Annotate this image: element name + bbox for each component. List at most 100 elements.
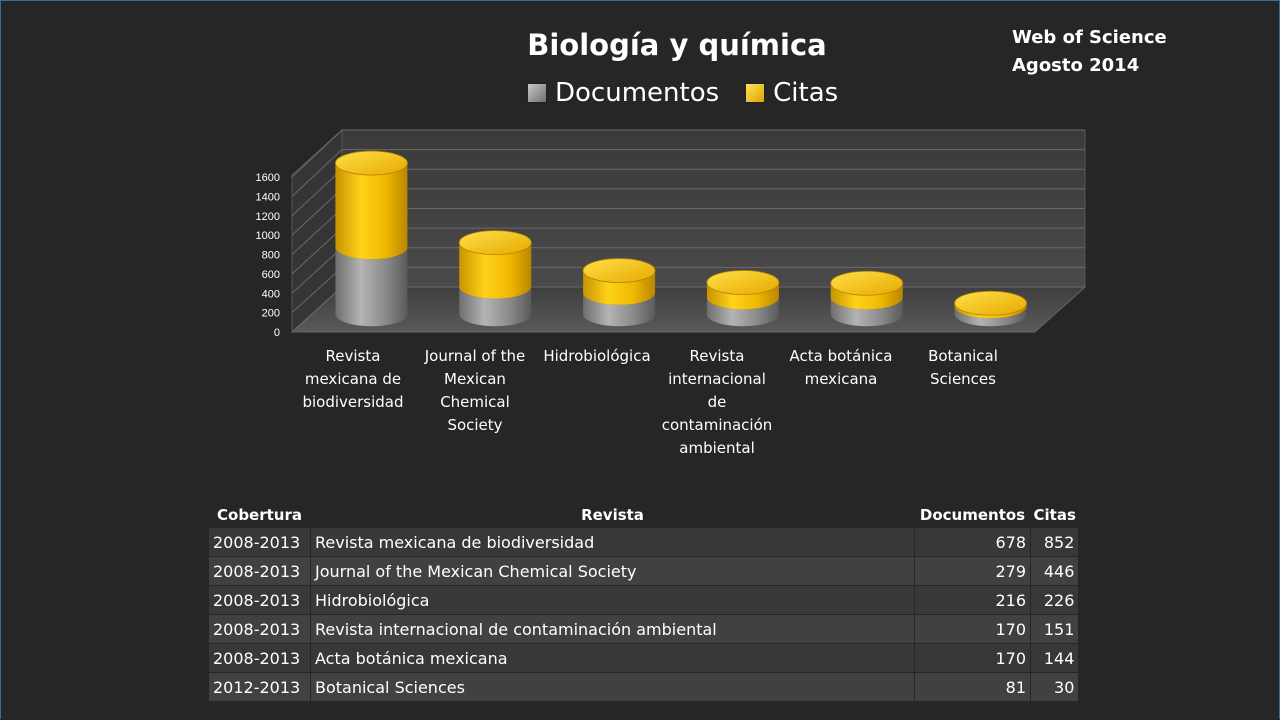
chart-legend: Documentos Citas — [527, 78, 856, 108]
header-revista: Revista — [581, 505, 644, 524]
bar-citas — [954, 303, 1027, 319]
x-category-label: Revista mexicana de biodiversidad — [288, 345, 418, 414]
bar-citas-top — [458, 230, 532, 256]
bar-citas-top — [335, 150, 408, 176]
cell-documentos: 216 — [914, 585, 1031, 615]
x-category-line: Botanical — [928, 347, 998, 365]
cell-citas: 446 — [1029, 556, 1080, 586]
bar-citas — [459, 242, 532, 299]
table-header-row: Cobertura Revista Documentos Citas — [209, 502, 1079, 528]
table-row: 2008-2013 Revista internacional de contam… — [208, 614, 1080, 644]
cell-revista: Acta botánica mexicana — [310, 643, 915, 673]
legend-item-documentos: Documentos — [527, 78, 719, 108]
x-category-line: ambiental — [679, 439, 755, 457]
cell-revista: Botanical Sciences — [310, 672, 915, 702]
cell-revista: Revista internacional de contaminación a… — [310, 614, 915, 644]
bar-documentos — [954, 306, 1027, 327]
table-row: 2008-2013 Acta botánica mexicana 170 144 — [208, 643, 1080, 673]
gridline — [291, 149, 1085, 197]
cell-citas: 144 — [1029, 643, 1080, 673]
bars — [335, 150, 1027, 327]
x-category-line: Acta botánica — [789, 347, 893, 365]
cell-citas: 151 — [1029, 614, 1080, 644]
header-cobertura: Cobertura — [217, 505, 302, 524]
cell-cobertura: 2008-2013 — [208, 556, 311, 586]
x-category-line: internacional — [668, 370, 766, 388]
cell-citas: 852 — [1029, 527, 1080, 557]
cell-documentos: 279 — [914, 556, 1031, 586]
source-line-1: Web of Science — [1012, 27, 1167, 48]
bar-documentos — [706, 297, 779, 327]
table-row: 2008-2013 Journal of the Mexican Chemical… — [208, 556, 1080, 586]
cell-documentos: 81 — [914, 672, 1031, 702]
x-category-label: Revista internacional de contaminación ambie… — [652, 345, 782, 460]
y-tick-label: 1000 — [256, 230, 280, 242]
chart-3d-bars: 0 200 400 600 800 1000 1200 1400 1600 — [256, 128, 1087, 339]
bar-citas-top — [830, 270, 904, 296]
bar-citas-top — [706, 270, 780, 295]
cell-revista: Revista mexicana de biodiversidad — [310, 527, 915, 557]
table-row: 2012-2013 Botanical Sciences 81 30 — [208, 672, 1080, 702]
y-tick-label: 1200 — [256, 211, 280, 223]
y-tick-label: 200 — [262, 308, 280, 320]
header-citas: Citas — [1033, 505, 1076, 524]
cell-cobertura: 2008-2013 — [208, 585, 311, 615]
y-tick-label: 0 — [274, 327, 280, 339]
cell-revista: Hidrobiológica — [310, 585, 915, 615]
bar-documentos — [459, 286, 532, 327]
y-axis-ticks: 0 200 400 600 800 1000 1200 1400 1600 — [256, 172, 280, 339]
cell-citas: 30 — [1029, 672, 1080, 702]
x-category-line: Journal of the — [424, 347, 526, 365]
cell-documentos: 678 — [914, 527, 1031, 557]
source-line-2: Agosto 2014 — [1012, 55, 1140, 76]
cell-cobertura: 2008-2013 — [208, 614, 311, 644]
bar-citas-top — [582, 258, 656, 283]
header-documentos: Documentos — [919, 505, 1026, 524]
bar-citas — [583, 270, 656, 305]
table-row: 2008-2013 Hidrobiológica 216 226 — [208, 585, 1080, 615]
x-category-label: Acta botánica mexicana — [776, 345, 906, 391]
bar-documentos — [830, 297, 903, 327]
y-tick-label: 600 — [262, 269, 280, 281]
x-category-line: Hidrobiológica — [543, 347, 651, 365]
y-tick-label: 400 — [262, 288, 280, 300]
legend-label-documentos: Documentos — [555, 78, 720, 108]
source-note: Web of Science Agosto 2014 — [1012, 24, 1167, 80]
cell-documentos: 170 — [914, 614, 1031, 644]
legend-item-citas: Citas — [745, 78, 838, 108]
x-category-line: Chemical — [440, 393, 510, 411]
y-tick-label: 1600 — [256, 172, 280, 184]
x-category-line: biodiversidad — [302, 393, 404, 411]
x-category-line: Revista — [325, 347, 381, 365]
x-category-line: Revista — [689, 347, 745, 365]
cell-cobertura: 2008-2013 — [208, 527, 311, 557]
x-category-line: Mexican — [444, 370, 506, 388]
gridline — [291, 129, 1085, 178]
x-category-line: mexicana de — [304, 370, 402, 388]
cell-cobertura: 2008-2013 — [208, 643, 311, 673]
x-category-line: mexicana — [804, 370, 878, 388]
x-category-label: Hidrobiológica — [532, 345, 662, 368]
bar-citas — [706, 282, 779, 310]
bar-citas — [830, 283, 903, 310]
x-category-label: Botanical Sciences — [898, 345, 1028, 391]
x-category-line: de — [707, 393, 727, 411]
x-category-line: Society — [447, 416, 503, 434]
data-table: Cobertura Revista Documentos Citas 2008-… — [208, 502, 1080, 702]
cell-citas: 226 — [1029, 585, 1080, 615]
cell-documentos: 170 — [914, 643, 1031, 673]
chart-title: Biología y química — [527, 28, 827, 62]
y-tick-label: 1400 — [256, 191, 280, 203]
bar-citas — [335, 163, 408, 260]
x-category-line: Sciences — [930, 370, 996, 388]
y-tick-label: 800 — [262, 250, 280, 262]
x-category-line: contaminación — [661, 416, 773, 434]
bar-documentos — [583, 292, 656, 327]
legend-swatch-documentos — [527, 83, 547, 103]
cell-revista: Journal of the Mexican Chemical Society — [310, 556, 915, 586]
legend-swatch-citas — [745, 83, 766, 103]
bar-citas-top — [954, 290, 1027, 316]
table-row: 2008-2013 Revista mexicana de biodiversid… — [208, 527, 1080, 557]
x-category-label: Journal of the Mexican Chemical Society — [410, 345, 540, 437]
legend-label-citas: Citas — [773, 78, 839, 108]
